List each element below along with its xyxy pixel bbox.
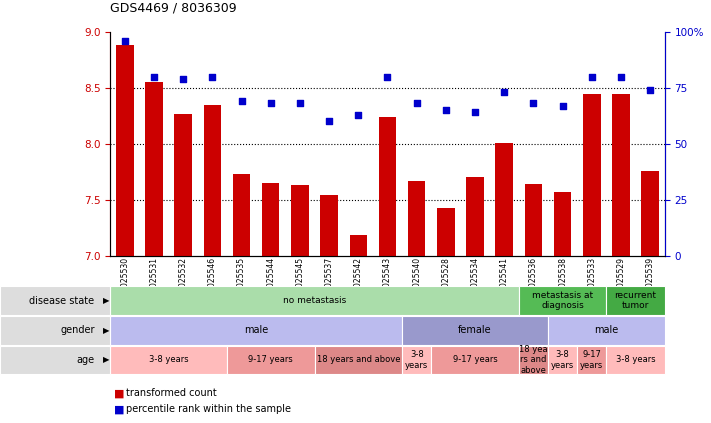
- Point: [236, 98, 247, 104]
- Point: [557, 102, 568, 109]
- Text: age: age: [77, 355, 95, 365]
- Text: percentile rank within the sample: percentile rank within the sample: [126, 404, 291, 415]
- Bar: [583, 94, 601, 256]
- Bar: [262, 183, 279, 256]
- Bar: [525, 184, 542, 256]
- Bar: [496, 143, 513, 256]
- Text: ■: ■: [114, 388, 128, 398]
- Bar: [408, 181, 425, 256]
- Bar: [174, 113, 192, 256]
- Text: 9-17 years: 9-17 years: [453, 355, 498, 365]
- Text: metastasis at
diagnosis: metastasis at diagnosis: [532, 291, 593, 310]
- Text: gender: gender: [60, 325, 95, 335]
- Text: transformed count: transformed count: [126, 388, 217, 398]
- Point: [411, 100, 422, 107]
- Point: [178, 75, 189, 82]
- Text: no metastasis: no metastasis: [283, 296, 346, 305]
- Point: [149, 73, 160, 80]
- Text: 9-17 years: 9-17 years: [248, 355, 293, 365]
- Point: [207, 73, 218, 80]
- Text: disease state: disease state: [29, 296, 95, 306]
- Bar: [321, 195, 338, 256]
- Bar: [437, 208, 454, 256]
- Text: 3-8 years: 3-8 years: [149, 355, 188, 365]
- Text: GDS4469 / 8036309: GDS4469 / 8036309: [110, 2, 237, 15]
- Text: male: male: [244, 325, 268, 335]
- Bar: [379, 117, 396, 256]
- Bar: [292, 185, 309, 256]
- Text: male: male: [594, 325, 619, 335]
- Bar: [203, 104, 221, 256]
- Text: 18 yea
rs and
above: 18 yea rs and above: [519, 345, 547, 375]
- Bar: [350, 235, 367, 256]
- Text: 3-8
years: 3-8 years: [405, 350, 428, 370]
- Point: [644, 87, 656, 93]
- Text: 3-8
years: 3-8 years: [551, 350, 574, 370]
- Bar: [641, 171, 659, 256]
- Text: recurrent
tumor: recurrent tumor: [614, 291, 656, 310]
- Point: [382, 73, 393, 80]
- Bar: [554, 192, 572, 256]
- Point: [528, 100, 539, 107]
- Text: 18 years and above: 18 years and above: [316, 355, 400, 365]
- Text: 9-17
years: 9-17 years: [580, 350, 604, 370]
- Point: [440, 107, 451, 113]
- Bar: [232, 174, 250, 256]
- Point: [498, 89, 510, 96]
- Point: [119, 37, 131, 44]
- Point: [265, 100, 277, 107]
- Text: ▶: ▶: [103, 296, 109, 305]
- Point: [586, 73, 597, 80]
- Point: [294, 100, 306, 107]
- Bar: [612, 94, 630, 256]
- Text: 3-8 years: 3-8 years: [616, 355, 656, 365]
- Text: ▶: ▶: [103, 355, 109, 365]
- Bar: [116, 45, 134, 256]
- Text: ▶: ▶: [103, 326, 109, 335]
- Text: female: female: [459, 325, 492, 335]
- Bar: [466, 177, 483, 256]
- Bar: [145, 82, 163, 256]
- Point: [324, 118, 335, 125]
- Point: [615, 73, 626, 80]
- Text: ■: ■: [114, 404, 128, 415]
- Point: [469, 109, 481, 116]
- Point: [353, 111, 364, 118]
